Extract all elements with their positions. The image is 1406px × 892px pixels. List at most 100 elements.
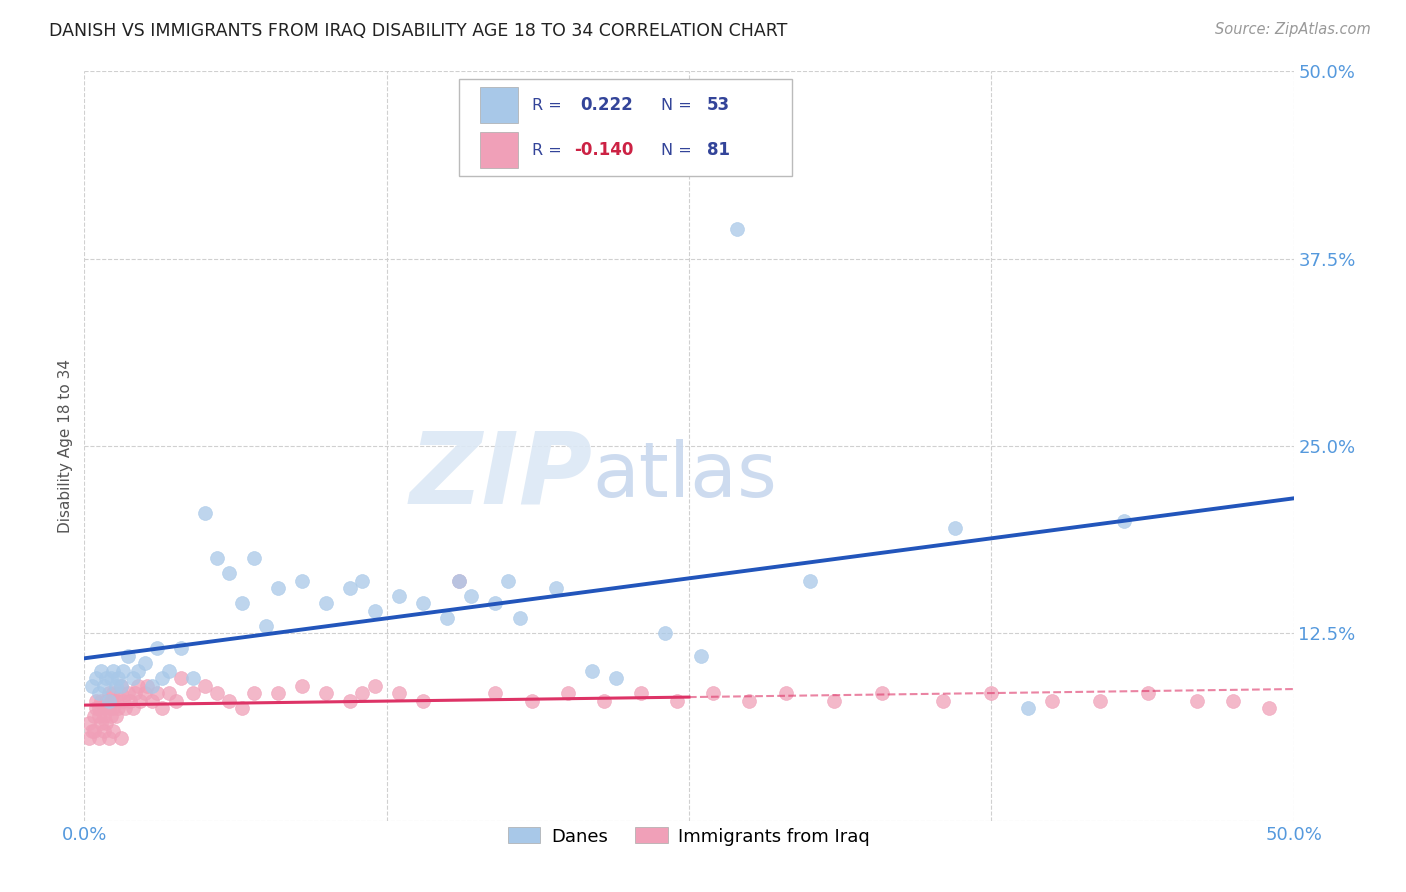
Point	[242, 686, 264, 700]
Point	[170, 671, 193, 685]
Point	[146, 641, 169, 656]
Point	[100, 694, 122, 708]
Point	[363, 679, 385, 693]
Point	[231, 701, 253, 715]
Point	[86, 701, 108, 715]
Point	[136, 679, 159, 693]
Text: 81: 81	[707, 141, 730, 159]
Point	[110, 731, 132, 746]
Point	[150, 671, 173, 685]
Point	[267, 686, 290, 700]
Point	[388, 589, 411, 603]
Point	[932, 694, 955, 708]
Point	[291, 574, 314, 588]
Point	[83, 708, 105, 723]
Point	[1222, 694, 1244, 708]
Point	[110, 679, 132, 693]
Point	[94, 694, 117, 708]
Text: Source: ZipAtlas.com: Source: ZipAtlas.com	[1215, 22, 1371, 37]
Point	[181, 671, 204, 685]
Point	[194, 679, 217, 693]
Point	[87, 701, 110, 715]
Point	[352, 574, 374, 588]
Point	[90, 664, 112, 678]
Point	[630, 686, 652, 700]
Point	[93, 679, 115, 693]
Point	[141, 694, 163, 708]
Point	[690, 648, 713, 663]
Point	[150, 701, 173, 715]
Point	[77, 731, 100, 746]
Legend: Danes, Immigrants from Iraq: Danes, Immigrants from Iraq	[501, 820, 877, 853]
Point	[157, 664, 180, 678]
Point	[315, 596, 337, 610]
Point	[1017, 701, 1039, 715]
Point	[363, 604, 385, 618]
Point	[665, 694, 688, 708]
Point	[1258, 701, 1281, 715]
Point	[231, 596, 253, 610]
Point	[388, 686, 411, 700]
Point	[80, 723, 103, 738]
Point	[1185, 694, 1208, 708]
Text: N =: N =	[661, 97, 692, 112]
FancyBboxPatch shape	[479, 132, 519, 168]
Point	[117, 648, 139, 663]
Point	[484, 686, 506, 700]
Point	[90, 694, 112, 708]
Point	[129, 694, 152, 708]
Point	[112, 694, 135, 708]
Point	[107, 701, 129, 715]
Point	[412, 596, 434, 610]
Point	[97, 701, 120, 715]
Point	[218, 694, 240, 708]
Point	[436, 611, 458, 625]
Point	[449, 574, 471, 588]
Text: 0.222: 0.222	[581, 96, 633, 114]
Text: -0.140: -0.140	[574, 141, 634, 159]
Point	[267, 582, 290, 596]
Point	[496, 574, 519, 588]
Point	[799, 574, 821, 588]
Point	[872, 686, 894, 700]
Point	[114, 701, 136, 715]
Point	[544, 582, 567, 596]
Point	[121, 701, 143, 715]
Text: atlas: atlas	[592, 439, 778, 513]
Point	[124, 686, 146, 700]
Point	[93, 723, 115, 738]
Text: 53: 53	[707, 96, 730, 114]
Point	[157, 686, 180, 700]
Point	[170, 641, 193, 656]
Point	[1040, 694, 1063, 708]
Text: ZIP: ZIP	[409, 427, 592, 524]
Point	[93, 708, 115, 723]
Point	[207, 686, 229, 700]
Point	[77, 716, 100, 731]
Point	[702, 686, 724, 700]
FancyBboxPatch shape	[479, 87, 519, 123]
Point	[94, 671, 117, 685]
Point	[93, 701, 115, 715]
Point	[725, 221, 748, 235]
Point	[87, 708, 110, 723]
Point	[484, 596, 506, 610]
Point	[509, 611, 531, 625]
Point	[103, 686, 125, 700]
Point	[90, 716, 112, 731]
Point	[181, 686, 204, 700]
Point	[86, 671, 108, 685]
Point	[100, 708, 122, 723]
Text: R =: R =	[531, 143, 561, 158]
Point	[103, 664, 125, 678]
Point	[654, 626, 676, 640]
Point	[339, 694, 361, 708]
Point	[80, 679, 103, 693]
Point	[104, 679, 127, 693]
Point	[943, 521, 966, 535]
Point	[94, 716, 117, 731]
Point	[1114, 514, 1136, 528]
Point	[97, 686, 120, 700]
Point	[593, 694, 616, 708]
Point	[83, 723, 105, 738]
